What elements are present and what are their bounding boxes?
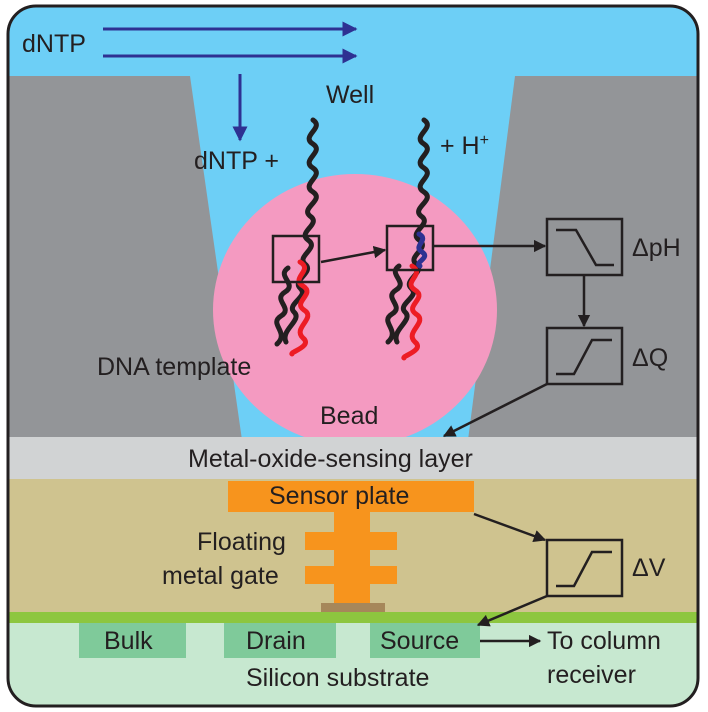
zoom-box-left [271, 234, 321, 284]
v-signal-box [545, 538, 624, 598]
metal-oxide-label: Metal-oxide-sensing layer [188, 445, 473, 473]
source-label: Source [380, 627, 459, 655]
dna-strand-left-black [282, 117, 319, 345]
bulk-terminal [79, 623, 186, 658]
arrow-q-to-layer [442, 382, 548, 438]
green-layer [8, 612, 698, 623]
delta-q-label: ΔQ [632, 344, 668, 372]
sensor-plate [228, 481, 474, 512]
sensor-plate-label: Sensor plate [269, 482, 409, 510]
silicon-substrate-label: Silicon substrate [246, 664, 429, 692]
dntp-plus-label: dNTP + [194, 147, 279, 175]
plus-h-label: + H+ [440, 132, 489, 160]
bead-label: Bead [320, 402, 378, 430]
to-column-label-2: receiver [547, 661, 636, 689]
bead [213, 174, 497, 446]
to-column-label-1: To column [547, 627, 661, 655]
q-signal-box [545, 326, 624, 386]
q-step-icon [556, 338, 612, 376]
frame-border [6, 4, 700, 708]
dna-strand-right-black-2 [385, 263, 403, 345]
delta-v-label: ΔV [632, 554, 666, 582]
gate-stem [334, 512, 370, 608]
source-terminal [370, 623, 480, 658]
well-wall-left [8, 76, 242, 440]
gate-fin-upper [305, 532, 397, 550]
arrow-v-to-source [476, 594, 548, 627]
dntp-top-label: dNTP [22, 30, 86, 58]
ph-step-icon [556, 228, 614, 267]
dna-strand-left-black-2 [274, 265, 292, 347]
dna-template-label: DNA template [97, 353, 251, 381]
dna-strand-right-red [401, 263, 423, 361]
gate-base [321, 603, 385, 612]
dna-strand-right-blue [416, 231, 428, 269]
drain-label: Drain [246, 627, 306, 655]
floating-gate-label-1: Floating [197, 528, 286, 556]
drain-terminal [224, 623, 336, 658]
metal-oxide-sensing-layer [8, 437, 698, 479]
well-label: Well [326, 81, 374, 109]
arrow-plate-to-v [473, 512, 547, 543]
well-wall-right [468, 76, 698, 440]
floating-gate-label-2: metal gate [162, 562, 279, 590]
bulk-label: Bulk [104, 627, 153, 655]
zoom-arrow [320, 245, 387, 264]
zoom-box-right [385, 224, 435, 272]
v-step-icon [556, 550, 612, 588]
dna-strand-left-red [289, 259, 311, 357]
plus-h-text: + H [440, 132, 480, 160]
dna-strand-right-black [393, 117, 430, 345]
delta-ph-label: ΔpH [632, 234, 681, 262]
gate-fin-lower [305, 566, 397, 584]
plus-h-superscript: + [480, 132, 489, 149]
